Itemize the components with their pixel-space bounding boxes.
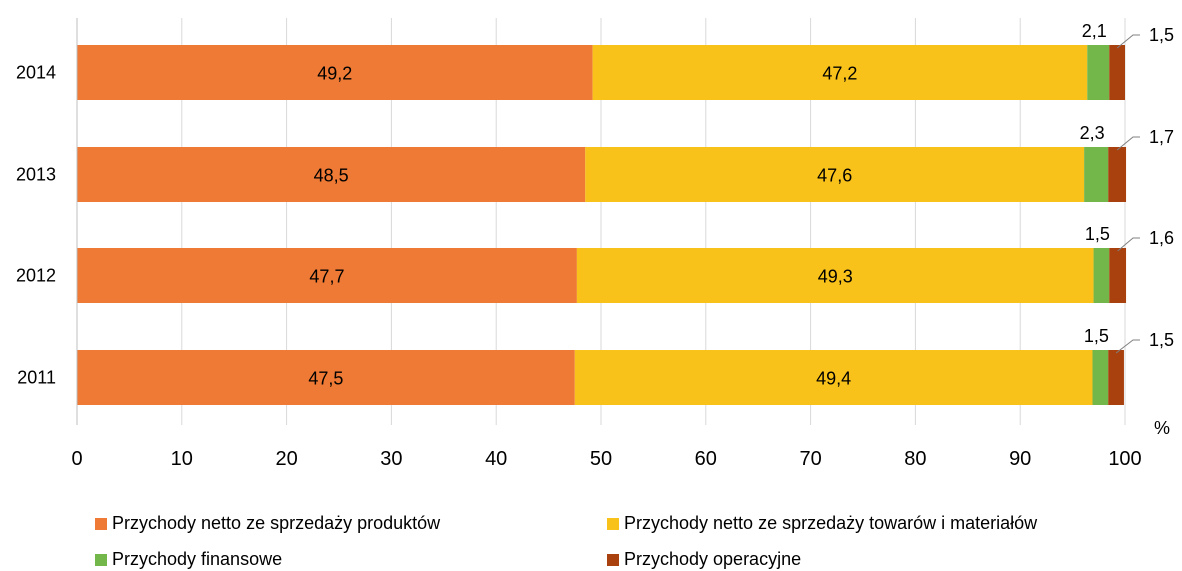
leader-line <box>1117 237 1140 252</box>
legend-label: Przychody netto ze sprzedaży towarów i m… <box>624 513 1038 533</box>
data-label: 1,5 <box>1084 326 1109 346</box>
x-tick-label: 50 <box>590 448 612 470</box>
bar-segment <box>1084 147 1109 202</box>
x-tick-label: 100 <box>1108 448 1141 470</box>
data-label: 2,3 <box>1080 123 1105 143</box>
y-tick-label: 2013 <box>16 165 56 185</box>
legend-label: Przychody finansowe <box>112 549 283 569</box>
data-label: 1,7 <box>1149 127 1174 147</box>
bar-segment <box>1087 45 1110 100</box>
bar-segment <box>585 147 1085 202</box>
data-label: 49,2 <box>317 64 352 84</box>
legend-swatch <box>95 553 107 566</box>
legend-label: Przychody operacyjne <box>624 549 802 569</box>
x-tick-label: 0 <box>71 448 82 470</box>
x-tick-label: 90 <box>1009 448 1031 470</box>
legend-item-goods: Przychody netto ze sprzedaży towarów i m… <box>607 513 1037 534</box>
bar-segment <box>1093 248 1110 303</box>
bar-segment <box>77 147 586 202</box>
x-tick-label: 10 <box>171 448 193 470</box>
bar-segment <box>1108 350 1124 405</box>
data-label: 1,5 <box>1149 330 1174 350</box>
x-tick-label: 70 <box>799 448 821 470</box>
data-label: 47,5 <box>308 369 343 389</box>
bar-segment <box>576 248 1094 303</box>
legend-item-products: Przychody netto ze sprzedaży produktów <box>95 513 440 534</box>
data-label: 49,4 <box>816 369 851 389</box>
legend-item-financial: Przychody finansowe <box>95 549 282 570</box>
leader-line <box>1116 34 1140 49</box>
leader-line <box>1115 339 1140 354</box>
x-tick-label: 20 <box>275 448 297 470</box>
bar-segment <box>1109 45 1125 100</box>
x-tick-label: 40 <box>485 448 507 470</box>
data-label: 1,5 <box>1085 224 1110 244</box>
data-label: 1,6 <box>1149 228 1174 248</box>
data-label: 1,5 <box>1149 25 1174 45</box>
x-tick-label: 30 <box>380 448 402 470</box>
x-tick-label: 60 <box>695 448 717 470</box>
y-tick-label: 2014 <box>16 63 56 83</box>
bar-segment <box>77 248 577 303</box>
axes: 0 10 20 30 40 50 60 70 80 90 100 2014 2013 2012 2011 <box>16 18 1142 470</box>
data-label: 47,2 <box>822 64 857 84</box>
bar-segment <box>77 350 575 405</box>
data-label: 2,1 <box>1082 21 1107 41</box>
y-tick-label: 2011 <box>17 368 56 388</box>
data-labels: 49,2 47,2 2,1 1,5 48,5 47,6 2,3 1,7 47,7 49,3 1,5 1… <box>308 21 1174 389</box>
bar-segment <box>592 45 1088 100</box>
bar-segment <box>1092 350 1109 405</box>
bar-segment <box>1108 147 1127 202</box>
bar-segment <box>574 350 1093 405</box>
bars <box>77 45 1127 405</box>
y-tick-label: 2012 <box>16 266 56 286</box>
bar-segment <box>1109 248 1127 303</box>
data-label: 48,5 <box>314 166 349 186</box>
x-tick-label: 80 <box>904 448 926 470</box>
leader-line <box>1116 136 1140 151</box>
data-label: 49,3 <box>818 267 853 287</box>
legend-swatch <box>607 553 619 566</box>
legend-swatch <box>607 517 619 530</box>
legend-swatch <box>95 517 107 530</box>
unit-label: % <box>1154 418 1170 438</box>
bar-segment <box>77 45 593 100</box>
data-label: 47,6 <box>817 166 852 186</box>
data-label: 47,7 <box>309 267 344 287</box>
legend-item-operating: Przychody operacyjne <box>607 549 801 570</box>
legend-label: Przychody netto ze sprzedaży produktów <box>112 513 441 533</box>
legend: Przychody netto ze sprzedaży produktów P… <box>0 505 1182 571</box>
